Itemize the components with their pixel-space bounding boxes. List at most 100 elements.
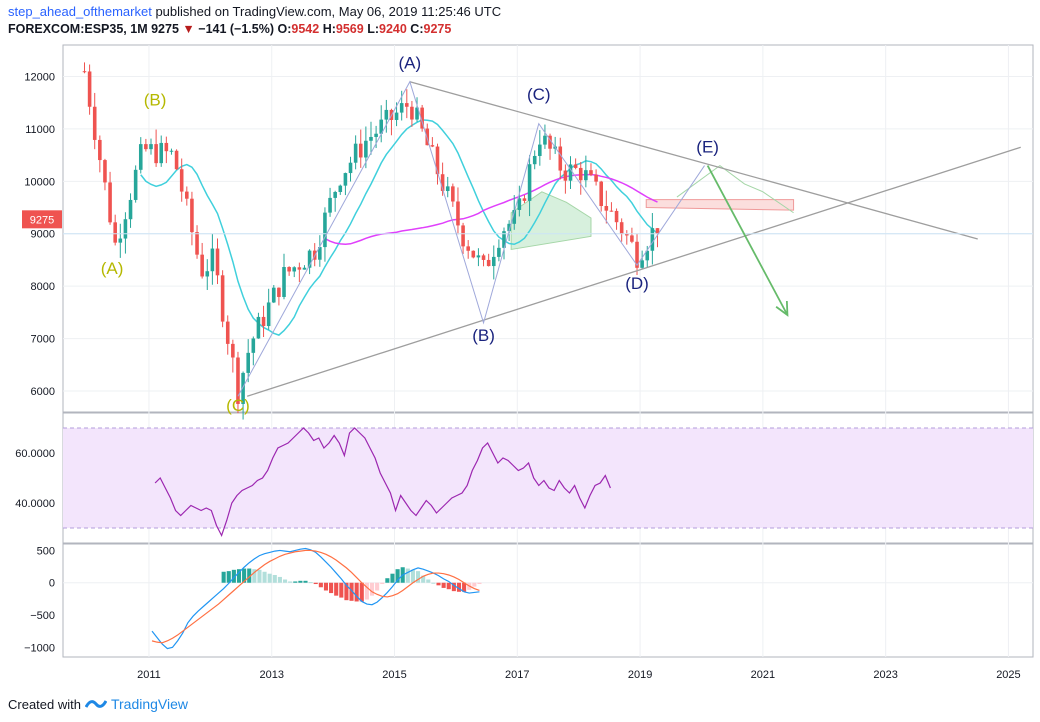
macd-histogram-bar: [313, 582, 318, 585]
author-link[interactable]: step_ahead_ofthemarket: [8, 4, 152, 19]
candle-body: [497, 247, 501, 257]
macd-histogram-bar: [364, 582, 369, 600]
candle-body: [318, 247, 322, 260]
candle-body: [502, 231, 506, 248]
candle-body: [527, 164, 532, 201]
macd-histogram-bar: [431, 582, 436, 584]
candle-body: [635, 241, 639, 268]
candle-body: [399, 103, 404, 113]
candle-body: [261, 316, 266, 327]
x-tick-label: 2017: [505, 669, 529, 681]
macd-y-tick-label: 0: [49, 578, 55, 590]
candle-body: [369, 136, 373, 141]
trendline-upper: [409, 81, 978, 240]
macd-histogram-bar: [446, 582, 451, 590]
candle-body: [481, 255, 486, 260]
candle-body: [154, 144, 158, 164]
candle-body: [522, 198, 527, 201]
candle-body: [507, 223, 511, 232]
candle-body: [271, 287, 276, 303]
macd-histogram-bar: [441, 582, 446, 588]
candle-body: [594, 174, 598, 182]
macd-histogram-bar: [410, 569, 415, 583]
candle-body: [471, 250, 476, 258]
candle-body: [374, 133, 378, 137]
macd-histogram-bar: [349, 582, 354, 601]
macd-histogram-bar: [257, 569, 262, 583]
candle-body: [113, 222, 117, 243]
candle-body: [461, 225, 465, 247]
signal-line: [151, 549, 480, 644]
candle-body: [144, 144, 148, 150]
cloud-green: [510, 191, 592, 251]
candle-body: [92, 106, 97, 140]
candle-body: [655, 228, 660, 234]
publish-text: published on TradingView.com, May 06, 20…: [151, 4, 502, 19]
candle-body: [231, 343, 235, 358]
open-value: 9542: [291, 22, 320, 36]
candle-body: [123, 219, 128, 239]
macd-histogram-bar: [375, 582, 380, 591]
candle-body: [486, 259, 491, 267]
change-arrow-icon: ▼: [182, 22, 195, 36]
candle-body: [353, 143, 358, 163]
candle-body: [307, 250, 312, 268]
candle-body: [573, 164, 578, 168]
macd-histogram-bar: [323, 582, 329, 591]
candle-body: [517, 198, 522, 210]
macd-histogram-bar: [405, 568, 410, 583]
candle-body: [466, 246, 470, 251]
macd-histogram-bar: [421, 575, 426, 583]
candle-body: [87, 71, 92, 107]
symbol-name[interactable]: FOREXCOM:ESP35, 1M: [8, 22, 148, 36]
close-label: C:: [410, 22, 424, 36]
candle-body: [543, 135, 547, 145]
macd-y-tick-label: −1000: [24, 642, 55, 654]
candle-body: [604, 206, 609, 211]
wave-label: (B): [472, 326, 495, 345]
candle-body: [384, 109, 389, 120]
high-value: 9569: [335, 22, 364, 36]
candle-body: [118, 238, 123, 243]
candle-body: [445, 186, 450, 192]
candle-body: [568, 164, 573, 181]
candle-body: [215, 248, 220, 276]
candle-body: [179, 169, 184, 192]
macd-histogram-bar: [247, 568, 252, 583]
candle-body: [420, 107, 424, 129]
macd-histogram-bar: [262, 571, 267, 583]
moving-average-magenta: [324, 173, 658, 245]
macd-histogram-bar: [385, 578, 390, 583]
candle-body: [164, 142, 169, 152]
price-y-tick-label: 9000: [31, 229, 55, 241]
price-y-tick-label: 8000: [31, 281, 55, 293]
candle-body: [185, 191, 189, 199]
x-tick-label: 2023: [873, 669, 897, 681]
candle-body: [169, 150, 174, 152]
macd-line: [151, 547, 480, 650]
rsi-band: [63, 428, 1033, 528]
macd-y-tick-label: 500: [37, 545, 55, 557]
candle-body: [302, 267, 307, 270]
candle-body: [220, 275, 225, 322]
rsi-y-tick-label: 60.0000: [15, 448, 55, 460]
candle-body: [379, 119, 384, 134]
x-tick-label: 2021: [751, 669, 775, 681]
macd-histogram-bar: [277, 576, 282, 583]
candle-body: [589, 170, 593, 175]
candle-body: [410, 106, 414, 120]
candle-body: [266, 302, 271, 327]
candle-body: [364, 140, 368, 158]
macd-histogram-bar: [298, 580, 303, 583]
candle-body: [415, 107, 419, 120]
candle-body: [338, 185, 343, 192]
tradingview-brand[interactable]: TradingView: [110, 696, 189, 712]
macd-histogram-bar: [456, 582, 462, 592]
rsi-y-tick-label: 40.0000: [15, 498, 55, 510]
wave-label: (A): [399, 54, 422, 73]
cloud-lead-line: [676, 164, 794, 214]
ichimoku-cloud: [510, 164, 795, 251]
macd-histogram-bar: [272, 574, 277, 583]
cloud-red: [645, 199, 795, 211]
